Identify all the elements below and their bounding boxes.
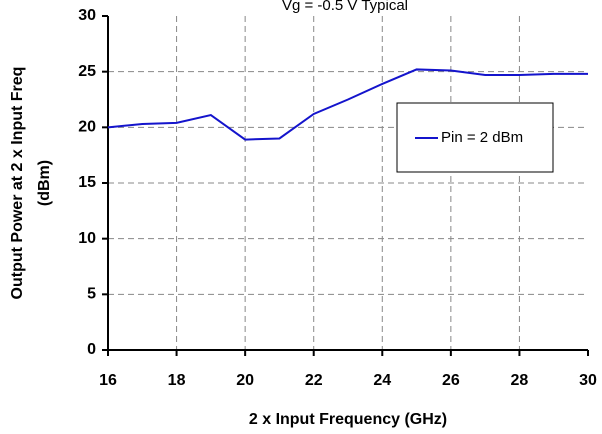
data-line xyxy=(107,68,588,141)
y-tick-label: 5 xyxy=(87,286,96,303)
x-tick-label: 28 xyxy=(511,372,529,389)
y-tick-label: 30 xyxy=(78,7,96,24)
x-tick-label: 26 xyxy=(442,372,460,389)
y-axis-label: (dBm) xyxy=(36,160,53,206)
chart-title: Vg = -0.5 V Typical xyxy=(282,0,408,14)
x-tick-label: 22 xyxy=(305,372,323,389)
x-tick-label: 30 xyxy=(579,372,597,389)
y-tick-label: 15 xyxy=(78,174,96,191)
y-tick-label: 20 xyxy=(78,119,96,136)
legend: Pin = 2 dBm xyxy=(396,102,554,173)
y-tick-label: 25 xyxy=(78,63,96,80)
y-tick-label: 10 xyxy=(78,230,96,247)
legend-label: Pin = 2 dBm xyxy=(441,129,523,146)
x-axis-label: 2 x Input Frequency (GHz) xyxy=(249,411,447,428)
y-axis-label: Output Power at 2 x Input Freq xyxy=(9,67,26,300)
x-tick-label: 16 xyxy=(99,372,117,389)
x-tick-label: 18 xyxy=(168,372,186,389)
y-tick-label: 0 xyxy=(87,341,96,358)
x-tick-label: 20 xyxy=(236,372,254,389)
x-tick-label: 24 xyxy=(373,372,391,389)
